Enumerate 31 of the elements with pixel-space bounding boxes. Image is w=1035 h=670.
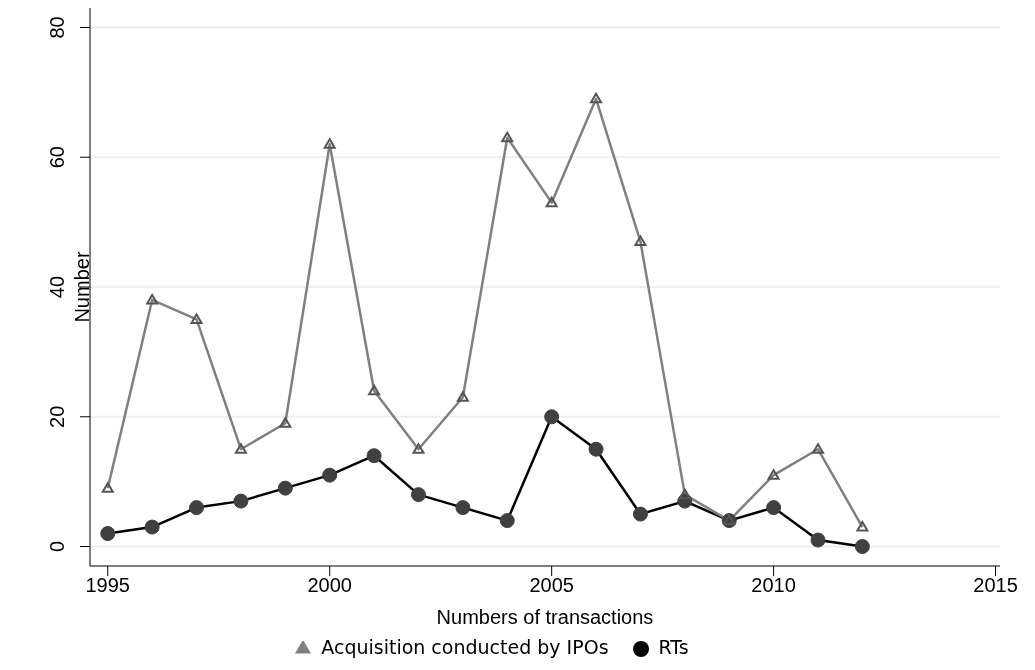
y-tick-label: 80 [46, 16, 68, 39]
point [190, 313, 203, 324]
point [678, 488, 691, 500]
legend-label: Acquisition conducted by IPOs [320, 636, 610, 658]
x-tick-label: 1995 [85, 574, 131, 597]
x-tick-label: 2000 [307, 574, 352, 597]
point [856, 521, 869, 532]
x-tick-label: 2010 [751, 574, 796, 597]
point [501, 131, 514, 143]
point [234, 443, 247, 454]
y-tick-label: 20 [46, 405, 68, 428]
point [279, 417, 292, 428]
y-tick-label: 0 [46, 540, 68, 553]
x-tick-label: 2005 [529, 574, 574, 597]
point [412, 443, 425, 454]
y-tick-label: 60 [46, 146, 68, 169]
x-axis-title: Numbers of transactions [436, 606, 654, 628]
x-tick-label: 2015 [973, 574, 1018, 597]
point [101, 482, 114, 493]
point [368, 384, 381, 396]
point [767, 469, 780, 480]
y-axis-title: Number [71, 251, 94, 323]
point [456, 391, 469, 402]
legend-label: RTs [657, 636, 690, 658]
point [146, 293, 159, 305]
point [634, 235, 647, 247]
point [812, 443, 824, 454]
y-tick-label: 40 [46, 275, 68, 299]
point [545, 196, 558, 208]
point [590, 92, 603, 104]
point [323, 138, 336, 149]
